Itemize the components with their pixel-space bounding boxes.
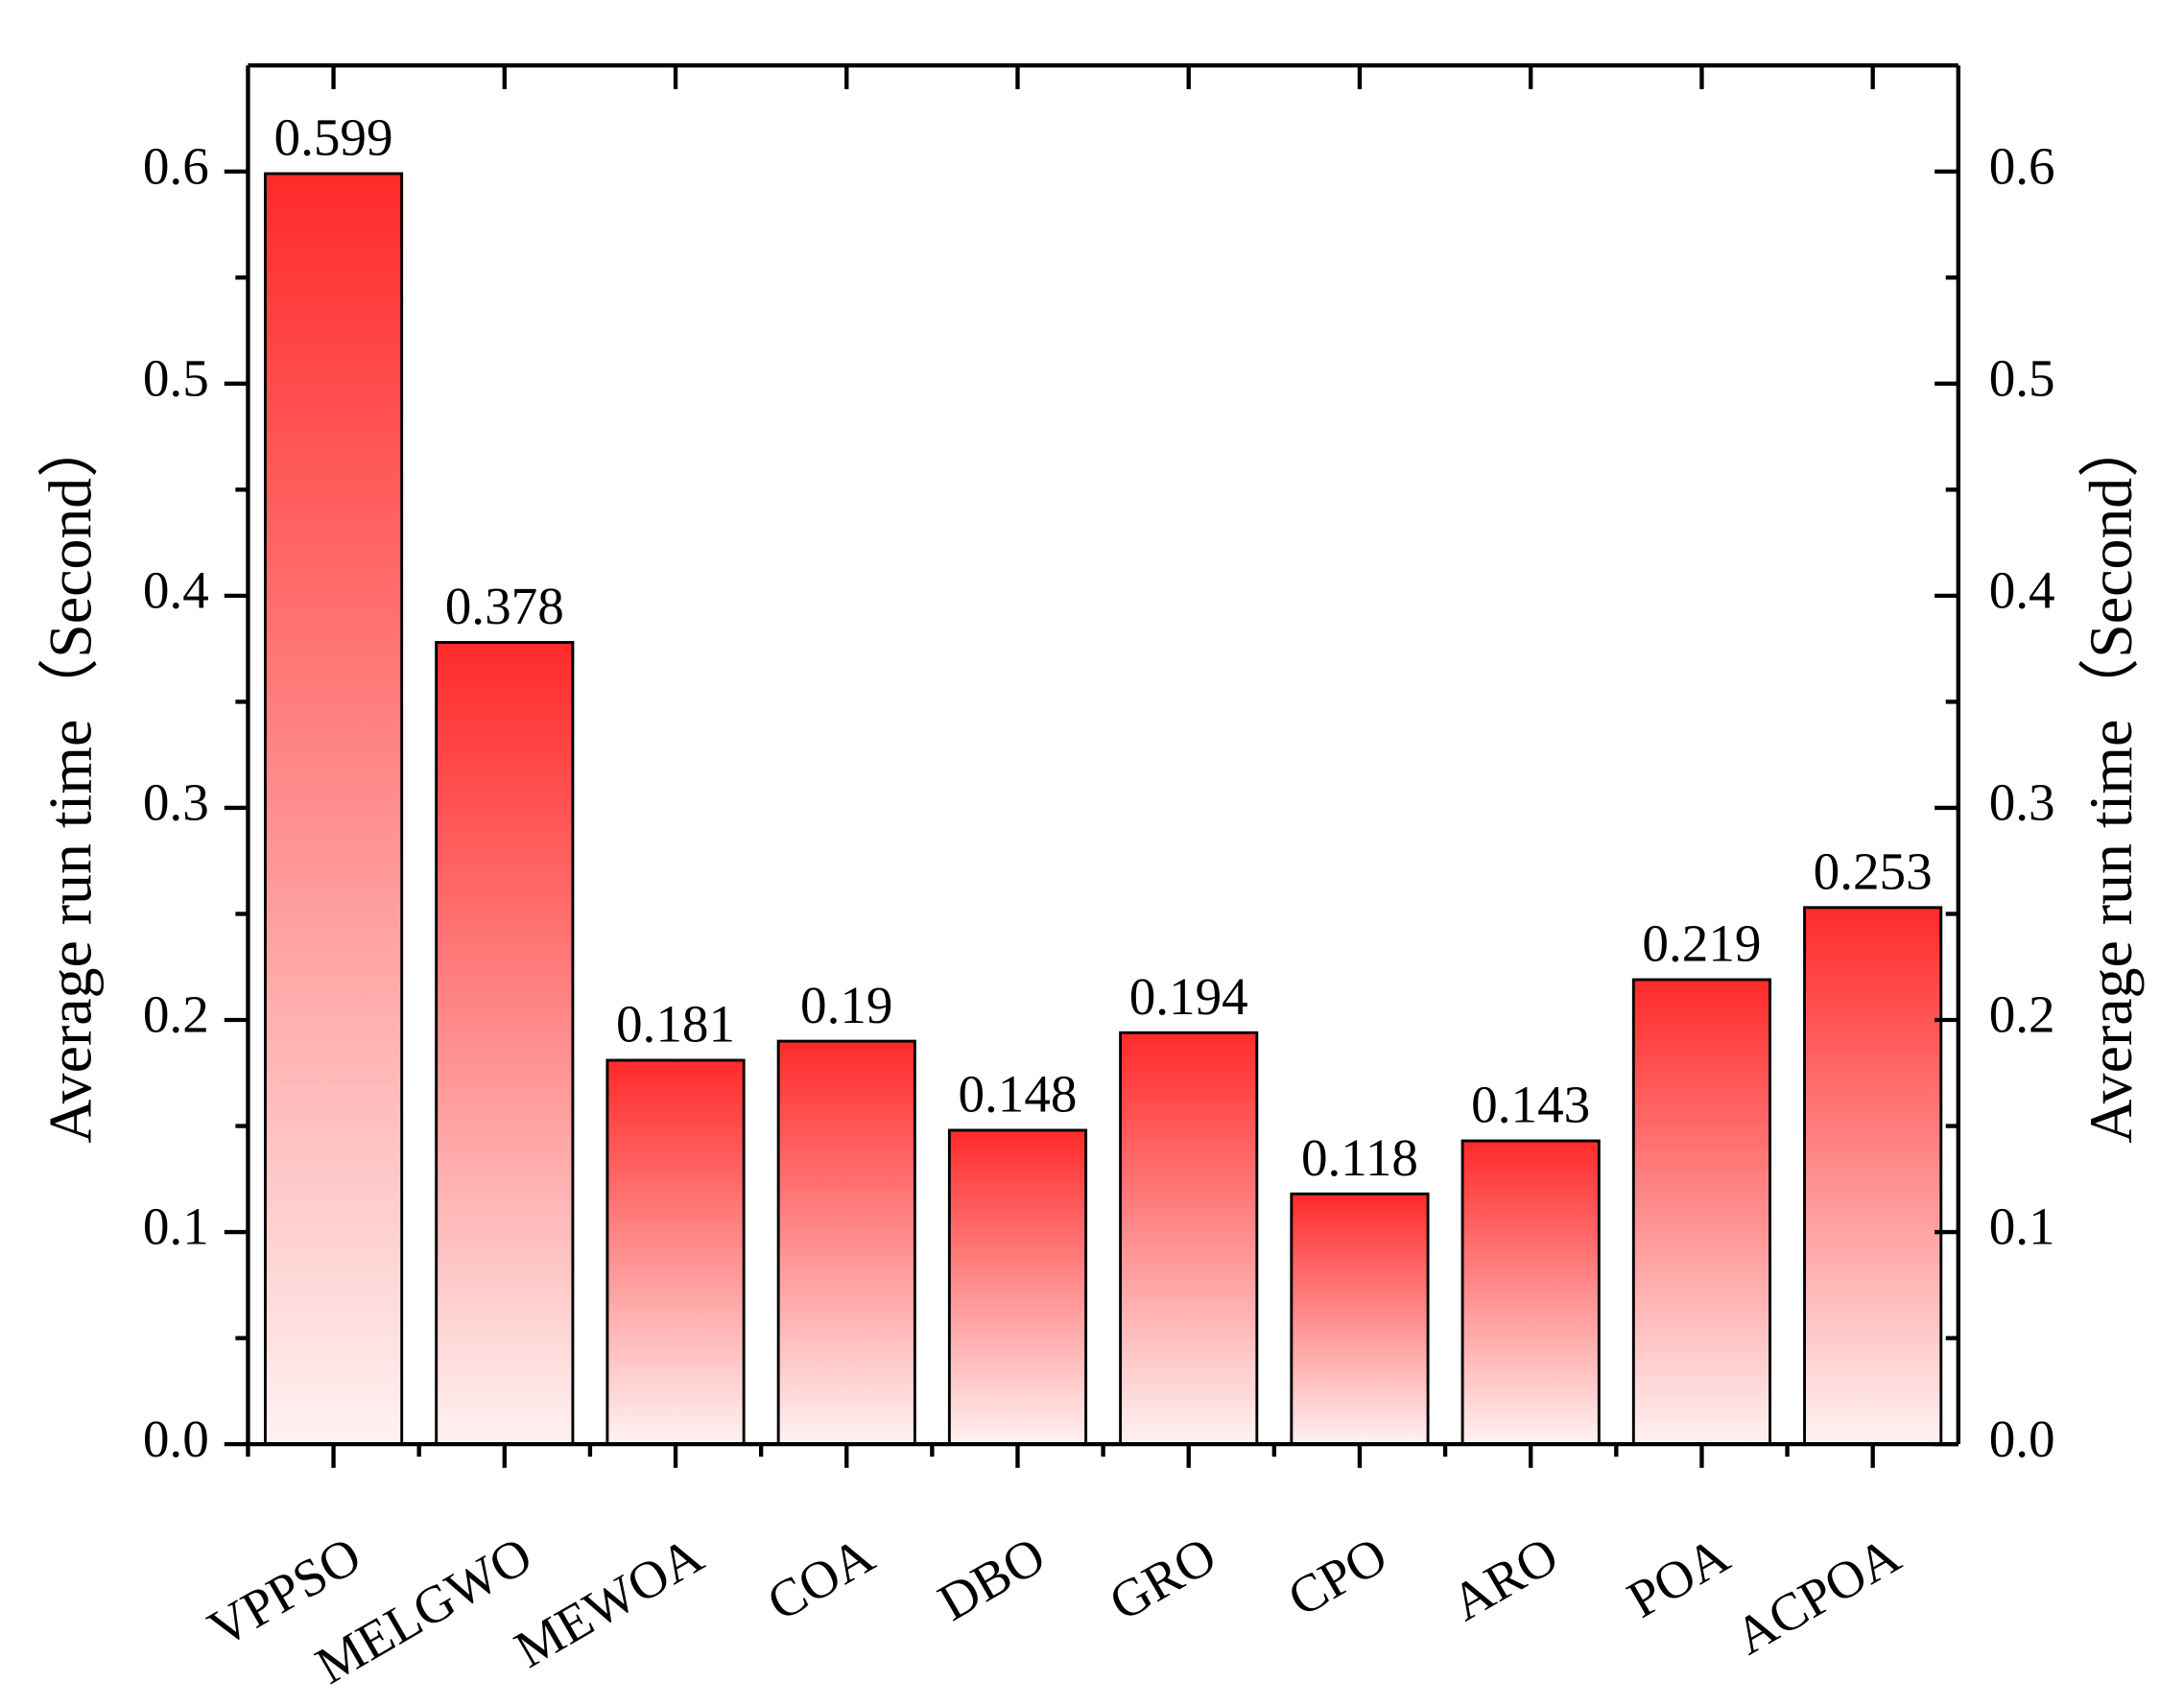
y-tick-label: 0.4 bbox=[143, 561, 209, 620]
y2-tick-label: 0.4 bbox=[1989, 561, 2055, 620]
y-tick-label: 0.6 bbox=[143, 136, 209, 195]
y-tick-label: 0.2 bbox=[143, 985, 209, 1044]
value-label: 0.143 bbox=[1471, 1076, 1590, 1134]
x-tick-label: GRO bbox=[1100, 1526, 1225, 1632]
y-tick-label: 0.0 bbox=[143, 1410, 209, 1468]
y2-tick-label: 0.5 bbox=[1989, 348, 2055, 407]
x-tick-label: POA bbox=[1618, 1526, 1739, 1629]
x-tick-label: COA bbox=[757, 1526, 883, 1632]
bar bbox=[1460, 1139, 1601, 1446]
bar bbox=[1803, 906, 1943, 1446]
value-label: 0.148 bbox=[958, 1065, 1077, 1124]
bar bbox=[1290, 1192, 1430, 1446]
x-tick-label: CPO bbox=[1278, 1526, 1396, 1627]
y2-axis-title: Average run time（Second） bbox=[2077, 416, 2145, 1144]
value-label: 0.19 bbox=[800, 976, 892, 1034]
bar bbox=[947, 1128, 1088, 1446]
x-tick-label: DBO bbox=[929, 1526, 1055, 1632]
x-tick-label: ACPOA bbox=[1725, 1526, 1911, 1666]
value-label: 0.194 bbox=[1129, 967, 1248, 1026]
value-label: 0.378 bbox=[445, 577, 564, 635]
bar bbox=[605, 1058, 746, 1446]
value-label: 0.181 bbox=[616, 995, 735, 1054]
y-axis-title: Average run time（Second） bbox=[36, 416, 105, 1144]
y-tick-label: 0.3 bbox=[143, 773, 209, 832]
y2-tick-label: 0.6 bbox=[1989, 136, 2055, 195]
y2-tick-label: 0.2 bbox=[1989, 985, 2055, 1044]
value-label: 0.599 bbox=[274, 108, 393, 167]
x-tick-label: ARO bbox=[1441, 1526, 1567, 1632]
bar bbox=[263, 172, 404, 1446]
value-label: 0.253 bbox=[1814, 842, 1933, 901]
y2-tick-label: 0.3 bbox=[1989, 773, 2055, 832]
bar bbox=[1119, 1031, 1259, 1446]
y-tick-label: 0.1 bbox=[143, 1197, 209, 1256]
y2-tick-label: 0.1 bbox=[1989, 1197, 2055, 1256]
bar bbox=[1631, 978, 1772, 1446]
bar bbox=[776, 1039, 916, 1446]
bar bbox=[435, 641, 575, 1446]
value-label: 0.219 bbox=[1642, 914, 1761, 973]
y2-tick-label: 0.0 bbox=[1989, 1410, 2055, 1468]
x-tick-label: MEWOA bbox=[505, 1526, 712, 1679]
value-label: 0.118 bbox=[1301, 1128, 1418, 1187]
y-tick-label: 0.5 bbox=[143, 348, 209, 407]
